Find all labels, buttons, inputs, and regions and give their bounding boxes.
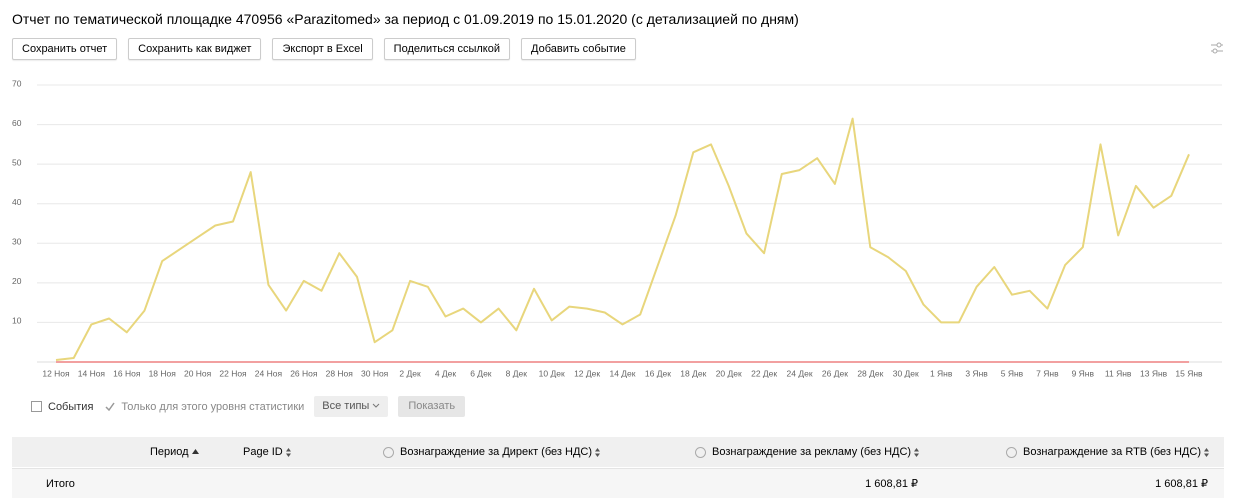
column-title: Вознаграждение за RTB (без НДС): [1023, 446, 1201, 458]
help-icon[interactable]: [383, 446, 394, 458]
x-tick-label: 4 Дек: [435, 368, 457, 378]
x-tick-label: 22 Ноя: [219, 368, 247, 378]
cell: 1 608,81 ₽: [1155, 478, 1208, 490]
x-tick-label: 16 Ноя: [113, 368, 141, 378]
x-tick-label: 3 Янв: [965, 368, 988, 378]
checkbox-label[interactable]: События: [48, 400, 94, 413]
table-total-row: Итого 1 608,81 ₽ 1 608,81 ₽: [12, 468, 1224, 498]
x-tick-label: 30 Ноя: [361, 368, 389, 378]
y-tick-label: 10: [12, 316, 22, 326]
column-title: Вознаграждение за Директ (без НДС): [400, 446, 592, 458]
column-header[interactable]: Вознаграждение за рекламу (без НДС): [695, 437, 920, 467]
x-tick-label: 2 Дек: [399, 368, 421, 378]
button[interactable]: Сохранить как виджет: [128, 38, 262, 60]
button[interactable]: Добавить событие: [521, 38, 636, 60]
sort-asc: [191, 449, 199, 454]
y-tick-label: 40: [12, 197, 22, 207]
x-tick-label: 20 Дек: [716, 368, 742, 378]
x-tick-label: 13 Янв: [1140, 368, 1168, 378]
column-title: Вознаграждение за рекламу (без НДС): [712, 446, 912, 458]
column-title: Page ID: [243, 446, 283, 458]
x-tick-label: 14 Дек: [609, 368, 635, 378]
x-tick-label: 12 Дек: [574, 368, 600, 378]
x-tick-label: 28 Ноя: [326, 368, 354, 378]
x-tick-label: 11 Янв: [1105, 368, 1132, 378]
checkbox[interactable]: [31, 401, 42, 412]
y-tick-label: 60: [12, 118, 22, 128]
column-header[interactable]: Вознаграждение за RTB (без НДС): [1006, 437, 1209, 467]
x-tick-label: 9 Янв: [1072, 368, 1095, 378]
dropdown-text: Все типы: [322, 400, 370, 412]
dropdown[interactable]: Все типы: [314, 396, 389, 417]
column-header[interactable]: Page ID: [243, 437, 291, 467]
x-tick-label: 18 Ноя: [149, 368, 177, 378]
button[interactable]: Показать: [398, 396, 466, 417]
button[interactable]: Экспорт в Excel: [272, 38, 373, 60]
y-tick-label: 70: [12, 78, 22, 88]
x-tick-label: 20 Ноя: [184, 368, 212, 378]
x-tick-label: 14 Ноя: [78, 368, 106, 378]
x-tick-label: 5 Янв: [1001, 368, 1024, 378]
column-title: Период: [150, 446, 189, 458]
x-tick-label: 10 Дек: [539, 368, 565, 378]
x-tick-label: 15 Янв: [1175, 368, 1203, 378]
report-title: Отчет по тематической площадке 470956 «P…: [12, 11, 799, 27]
sort-icon: [595, 447, 600, 457]
checkbox-label[interactable]: Только для этого уровня статистики: [121, 400, 305, 413]
chart: 10 20 30 40 50 60 70 12 Ноя 14 Ноя 16 Ноя 18 Ноя 20…: [12, 78, 1222, 378]
button[interactable]: Сохранить отчет: [12, 38, 118, 60]
table-header: Период Page ID Вознаграждение за Директ …: [12, 437, 1224, 467]
column-header[interactable]: Период: [150, 437, 199, 467]
cell: 1 608,81 ₽: [865, 478, 918, 490]
sort-icon: [285, 447, 291, 457]
x-tick-label: 24 Дек: [787, 368, 813, 378]
toolbar: Сохранить отчет Сохранить как виджет Экс…: [12, 38, 636, 60]
x-tick-label: 16 Дек: [645, 368, 671, 378]
x-tick-label: 7 Янв: [1036, 368, 1059, 378]
button[interactable]: Поделиться ссылкой: [383, 38, 510, 60]
x-tick-label: 26 Ноя: [290, 368, 318, 378]
settings-icon[interactable]: [1210, 42, 1224, 54]
y-tick-label: 20: [12, 276, 22, 286]
x-tick-label: 1 Янв: [930, 368, 953, 378]
chevron: [372, 403, 380, 408]
x-tick-label: 30 Дек: [893, 368, 919, 378]
cell: Итого: [46, 477, 75, 490]
x-tick-label: 8 Дек: [506, 368, 528, 378]
sort-icon: [914, 447, 920, 457]
help-icon[interactable]: [695, 446, 706, 458]
line-series: [55, 117, 1190, 361]
x-tick-label: 24 Ноя: [255, 368, 283, 378]
x-tick-label: 12 Ноя: [42, 368, 70, 378]
sort-icon: [1204, 447, 1209, 457]
y-tick-label: 50: [12, 157, 22, 167]
checkbox-checked[interactable]: [105, 402, 116, 412]
filters: События Только для этого уровня статисти…: [31, 396, 466, 417]
x-tick-label: 6 Дек: [470, 368, 492, 378]
x-tick-label: 18 Дек: [680, 368, 706, 378]
help-icon[interactable]: [1006, 446, 1017, 458]
x-tick-label: 28 Дек: [857, 368, 883, 378]
y-tick-label: 30: [12, 237, 22, 247]
column-header[interactable]: Вознаграждение за Директ (без НДС): [383, 437, 600, 467]
x-tick-label: 26 Дек: [822, 368, 848, 378]
x-tick-label: 22 Дек: [751, 368, 777, 378]
